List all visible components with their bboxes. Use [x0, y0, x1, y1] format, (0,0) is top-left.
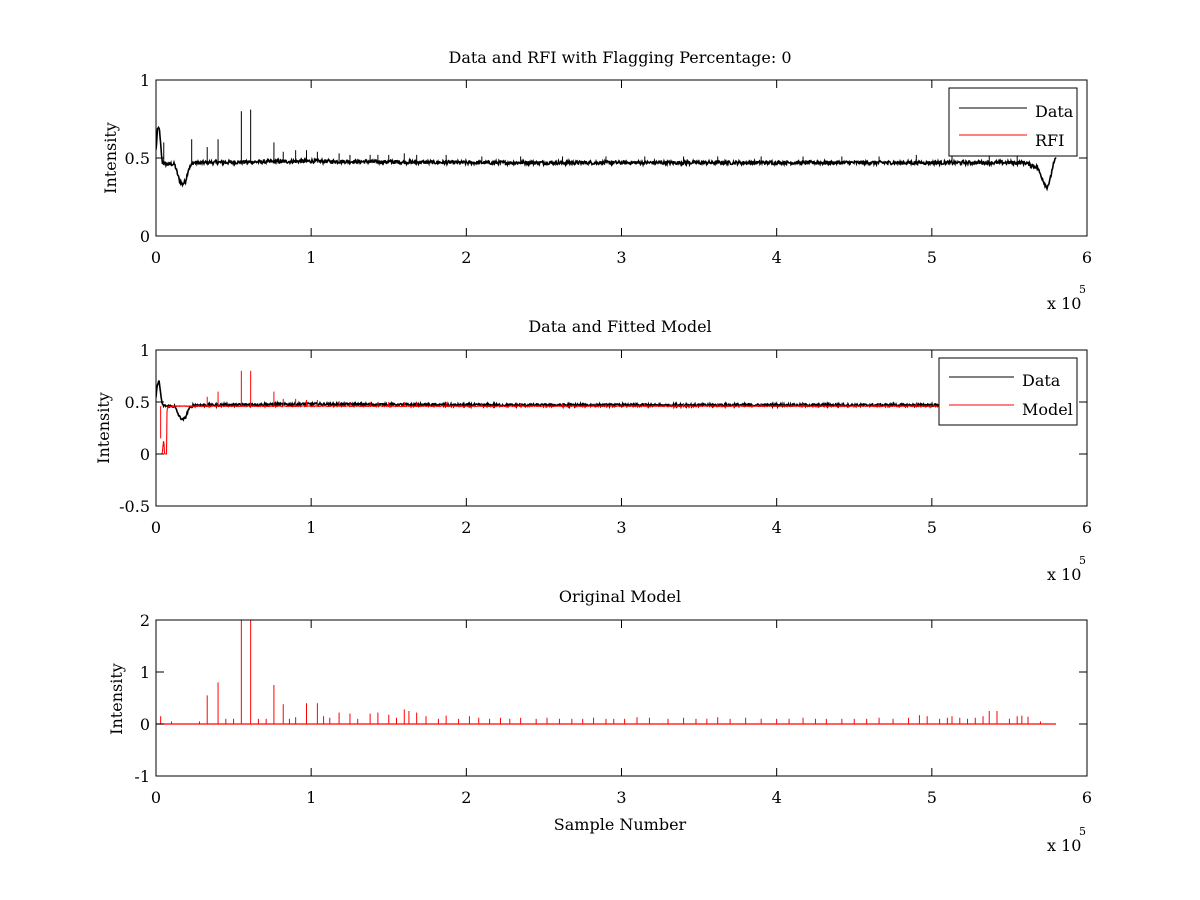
panel-2-xtick-label: 3 — [616, 518, 626, 537]
panel-2-plot: 0 1 2 3 4 5 6-0.500.51 — [119, 341, 1092, 537]
panel-2-xtick-label: 0 — [151, 518, 161, 537]
panel-1: Data and RFI with Flagging Percentage: 0… — [101, 48, 1092, 313]
panel-3-xtick-label: 2 — [461, 788, 471, 807]
panel-2: Data and Fitted Model Intensity 0 1 2 3 4 5 6 -… — [94, 317, 1092, 584]
panel-1-xtick-label: 4 — [772, 248, 782, 267]
panel-3-ytick-label: -1 — [134, 767, 150, 786]
panel-2-xtick-label: 5 — [927, 518, 937, 537]
panel-2-legend-model-label: Model — [1022, 400, 1073, 419]
panel-3-xtick-label: 6 — [1082, 788, 1092, 807]
panel-1-xtick-label: 0 — [151, 248, 161, 267]
panel-2-legend: Data Model — [938, 357, 1078, 426]
panel-1-multiplier-exponent: 5 — [1079, 283, 1086, 296]
panel-1-series-group — [156, 109, 1057, 192]
panel-2-ytick-label: 0 — [140, 445, 150, 464]
panel-1-legend-box — [948, 87, 1078, 157]
panel-1-legend-data-label: Data — [1035, 102, 1074, 121]
panel-2-title: Data and Fitted Model — [528, 317, 711, 336]
panel-2-series-group — [156, 370, 1057, 455]
panel-3-ytick-label: 2 — [140, 611, 150, 630]
panel-3-series-group — [156, 620, 1056, 725]
panel-2-ytick-label: 0.5 — [125, 393, 150, 412]
panel-3-xtick-label: 0 — [151, 788, 161, 807]
panel-3-xtick-label: 5 — [927, 788, 937, 807]
panel-1-ytick-label: 1 — [140, 71, 150, 90]
panel-1-ylabel: Intensity — [101, 122, 120, 194]
panel-3-ytick-label: 1 — [140, 663, 150, 682]
panel-1-ytick-label: 0.5 — [125, 149, 150, 168]
panel-3-multiplier-exponent: 5 — [1079, 825, 1086, 838]
panel-2-xtick-label: 6 — [1082, 518, 1092, 537]
panel-3-ytick-label: 0 — [140, 715, 150, 734]
panel-3-multiplier: x 10 5 — [1047, 825, 1086, 855]
panel-1-xtick-label: 2 — [461, 248, 471, 267]
panel-3-multiplier-base: x 10 — [1047, 836, 1081, 855]
panel-1-legend: Data RFI — [948, 87, 1078, 157]
panel-3-ylabel: Intensity — [107, 663, 126, 735]
panel-2-xtick-label: 1 — [306, 518, 316, 537]
panel-1-xtick-label: 3 — [616, 248, 626, 267]
panel-1-title: Data and RFI with Flagging Percentage: 0 — [448, 48, 791, 67]
panel-2-legend-data-label: Data — [1022, 371, 1061, 390]
panel-2-legend-box — [938, 357, 1078, 426]
panel-2-xtick-label: 2 — [461, 518, 471, 537]
panel-1-plot: 0 1 2 3 4 5 6 0 0.5 1 — [125, 71, 1093, 267]
panel-3-title: Original Model — [559, 587, 681, 606]
panel-3-xtick-label: 1 — [306, 788, 316, 807]
panel-2-multiplier: x 10 5 — [1047, 554, 1086, 584]
panel-2-ytick-label: -0.5 — [119, 497, 150, 516]
panel-1-legend-rfi-label: RFI — [1035, 131, 1064, 150]
panel-2-ytick-label: 1 — [140, 341, 150, 360]
panel-2-ylabel: Intensity — [94, 392, 113, 464]
panel-1-xtick-label: 5 — [927, 248, 937, 267]
panel-3-xtick-label: 3 — [616, 788, 626, 807]
panel-2-multiplier-exponent: 5 — [1079, 554, 1086, 567]
panel-2-xtick-label: 4 — [772, 518, 782, 537]
panel-1-xtick-label: 6 — [1082, 248, 1092, 267]
panel-3-xlabel: Sample Number — [554, 815, 687, 834]
panel-1-multiplier: x 10 5 — [1047, 283, 1086, 313]
panel-1-xtick-label: 1 — [306, 248, 316, 267]
panel-2-multiplier-base: x 10 — [1047, 565, 1081, 584]
panel-3-xtick-label: 4 — [772, 788, 782, 807]
panel-1-multiplier-base: x 10 — [1047, 294, 1081, 313]
panel-1-ytick-label: 0 — [140, 227, 150, 246]
